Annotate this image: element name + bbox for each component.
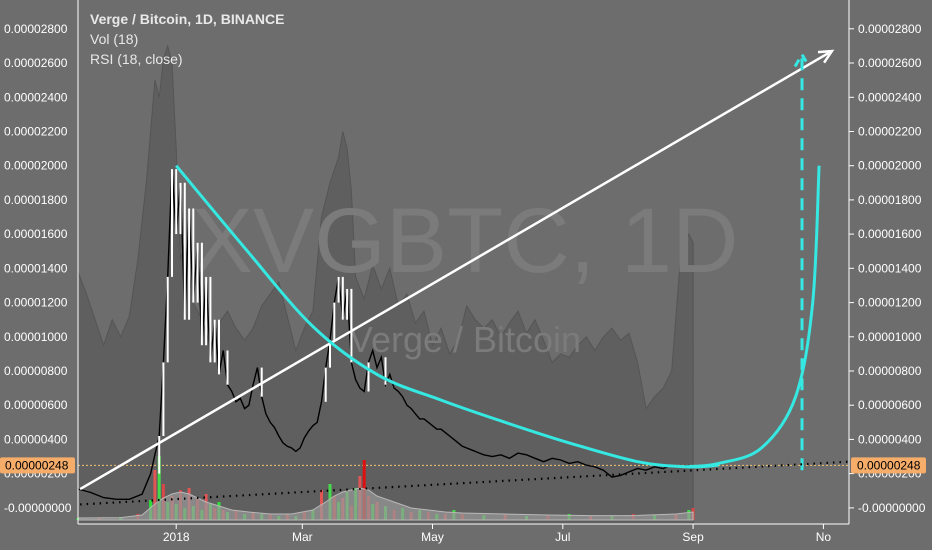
y-tick-label-left: 0.00001400: [4, 261, 68, 275]
current-price-badge-left: [0, 457, 75, 474]
white-trend-arrow: [79, 49, 833, 491]
current-price-label-left: 0.00000248: [5, 458, 69, 472]
cyan-breakout-curve: [686, 165, 821, 469]
x-tick-label: May: [421, 530, 444, 544]
y-tick-label-left: 0.00002000: [4, 159, 68, 173]
y-tick-label-right: 0.00000400: [858, 432, 922, 446]
y-tick-label-left: 0.00000600: [4, 398, 68, 412]
y-tick-label-right: 0.00001600: [858, 227, 922, 241]
y-tick-label-left: 0.00001200: [4, 296, 68, 310]
volume-bar: [157, 456, 161, 520]
y-tick-label-left: 0.00001800: [4, 193, 68, 207]
y-tick-label-right: 0.00001400: [858, 261, 922, 275]
y-tick-label-right: 0.00002200: [858, 125, 922, 139]
y-tick-label-right: 0.00000800: [858, 364, 922, 378]
y-tick-label-right: 0.00002400: [858, 90, 922, 104]
y-tick-label-right: 0.00002600: [858, 56, 922, 70]
y-tick-label-right: 0.00001800: [858, 193, 922, 207]
cyan-dashed-arrowhead: [793, 51, 811, 68]
volume-bar: [153, 470, 157, 520]
current-price-label-right: 0.00000248: [857, 458, 921, 472]
y-tick-label-right: 0.00001000: [858, 330, 922, 344]
x-tick-label: Jul: [555, 530, 570, 544]
x-axis: 2018 Mar May Jul Sep No: [163, 524, 832, 544]
white-trend-arrowhead: [817, 49, 835, 64]
y-tick-label-left: 0.00002400: [4, 90, 68, 104]
y-tick-label-left: 0.00001000: [4, 330, 68, 344]
y-tick-label-right: 0.00002000: [858, 159, 922, 173]
watermark-main: XVGBTC, 1D: [191, 190, 738, 292]
indicator-volume-legend: Vol (18): [90, 31, 138, 47]
symbol-legend: Verge / Bitcoin, 1D, BINANCE: [90, 11, 284, 27]
y-tick-label-left: 0.00000400: [4, 432, 68, 446]
y-tick-label-right: -0.00000000: [858, 501, 926, 515]
y-tick-label-right: 0.00002800: [858, 22, 922, 36]
cyan-downtrend-curve: [175, 164, 719, 469]
x-tick-label: Sep: [682, 530, 704, 544]
volume-ma-area: [77, 487, 694, 521]
y-tick-label-right: 0.00001200: [858, 296, 922, 310]
x-tick-label: 2018: [163, 530, 190, 544]
current-price-badge-right: [851, 457, 926, 474]
y-tick-label-left: 0.00002800: [4, 22, 68, 36]
indicator-rsi-legend: RSI (18, close): [90, 51, 183, 67]
y-axis-right: 0.00002800 0.00002600 0.00002400 0.00002200…: [849, 22, 926, 515]
y-tick-label-left: 0.00000800: [4, 364, 68, 378]
watermark-sub: Verge / Bitcoin: [349, 319, 581, 360]
y-axis-left: 0.00002800 0.00002600 0.00002400 0.00002200…: [4, 22, 72, 515]
y-tick-label-left: -0.00000000: [4, 501, 72, 515]
rsi-background-area: [77, 44, 694, 525]
y-tick-label-right: 0.00000600: [858, 398, 922, 412]
y-tick-label-left: 0.00002600: [4, 56, 68, 70]
x-tick-label: Mar: [292, 530, 313, 544]
x-tick-label: No: [816, 530, 832, 544]
y-tick-label-left: 0.00002200: [4, 125, 68, 139]
y-tick-label-left: 0.00001600: [4, 227, 68, 241]
